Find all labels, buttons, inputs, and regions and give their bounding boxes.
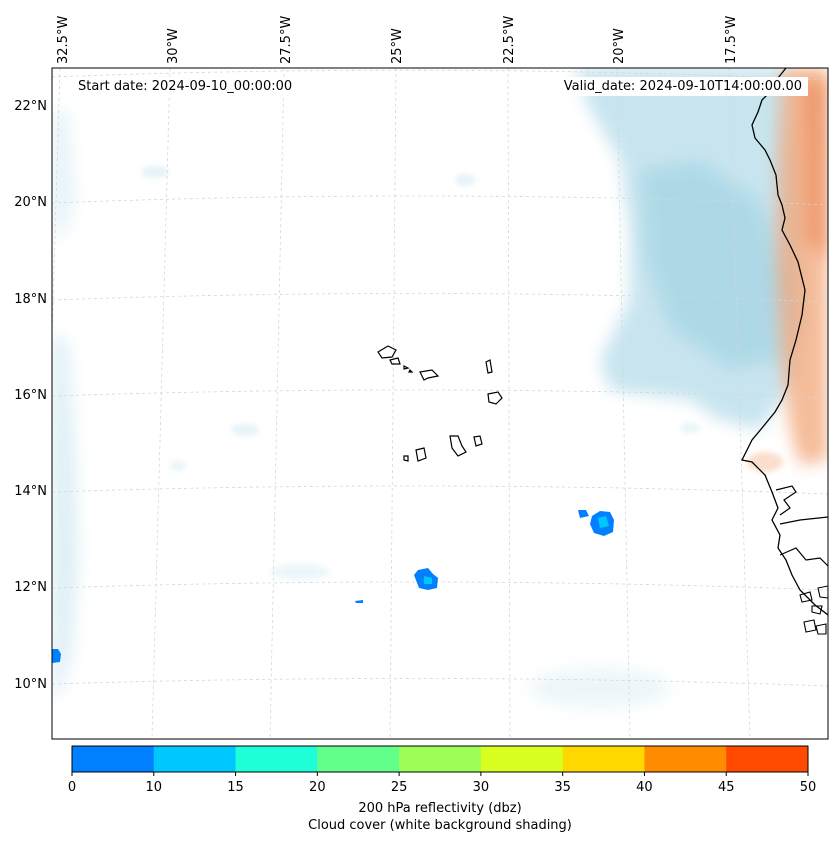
lat-label: 12°N — [14, 580, 47, 595]
lon-label: 17.5°W — [724, 16, 739, 64]
colorbar: 0 10 15 20 25 30 35 40 45 50 200 hPa reflectivity… — [0, 735, 837, 833]
longitude-labels: 32.5°W 30°W 27.5°W 25°W 22.5°W 20°W 17.5… — [56, 16, 739, 64]
africa-coastline — [741, 68, 828, 616]
start-date-label: Start date: 2024-09-10_00:00:00 — [72, 77, 299, 96]
lon-label: 22.5°W — [502, 16, 517, 64]
map-frame — [51, 67, 829, 740]
colorbar-swatch — [480, 746, 564, 772]
colorbar-tick-label: 20 — [309, 780, 326, 795]
cloud-cover-shading — [52, 68, 805, 708]
colorbar-tick-label: 25 — [391, 780, 408, 795]
casamance-outline — [779, 516, 828, 525]
graticule — [52, 68, 828, 739]
lon-label: 25°W — [390, 28, 405, 64]
valid-date-label: Valid_date: 2024-09-10T14:00:00.00 — [557, 77, 808, 96]
lat-label: 22°N — [14, 99, 47, 114]
colorbar-tick-label: 30 — [473, 780, 490, 795]
bijagos-islands — [799, 585, 828, 635]
colorbar-swatch — [317, 746, 400, 772]
bissau-coast-outline — [779, 547, 828, 567]
lon-label: 30°W — [166, 28, 181, 64]
lon-label: 20°W — [612, 28, 627, 64]
reflectivity-speck — [355, 600, 363, 603]
colorbar-swatch — [562, 746, 645, 772]
latitude-labels: 22°N 20°N 18°N 16°N 14°N 12°N 10°N — [14, 99, 47, 692]
colorbar-swatch — [235, 746, 318, 772]
cape-verde-islands — [377, 345, 503, 462]
colorbar-swatch — [72, 746, 155, 772]
lon-label: 27.5°W — [279, 16, 294, 64]
colorbar-sublabel: Cloud cover (white background shading) — [308, 818, 572, 833]
colorbar-swatch — [153, 746, 237, 772]
reflectivity-cell-west — [52, 649, 61, 663]
colorbar-swatch — [726, 746, 809, 772]
reflectivity-cell-small — [578, 510, 589, 518]
gambia-river-outline — [775, 485, 797, 516]
colorbar-graphic: 0 10 15 20 25 30 35 40 45 50 — [68, 745, 817, 795]
colorbar-tick-label: 10 — [146, 780, 163, 795]
lat-label: 18°N — [14, 292, 47, 307]
colorbar-tick-label: 35 — [554, 780, 571, 795]
colorbar-swatch — [644, 746, 727, 772]
colorbar-tick-label: 45 — [718, 780, 735, 795]
reflectivity-cells — [52, 510, 614, 663]
colorbar-frame — [71, 745, 809, 773]
colorbar-tick-label: 50 — [800, 780, 817, 795]
lat-label: 14°N — [14, 484, 47, 499]
colorbar-swatch — [399, 746, 482, 772]
colorbar-tick-label: 40 — [636, 780, 653, 795]
colorbar-label: 200 hPa reflectivity (dbz) — [358, 801, 522, 816]
colorbar-tick-label: 15 — [227, 780, 244, 795]
colorbar-tick-label: 0 — [68, 780, 76, 795]
lat-label: 20°N — [14, 195, 47, 210]
lat-label: 16°N — [14, 388, 47, 403]
lat-label: 10°N — [14, 677, 47, 692]
lon-label: 32.5°W — [56, 16, 71, 64]
